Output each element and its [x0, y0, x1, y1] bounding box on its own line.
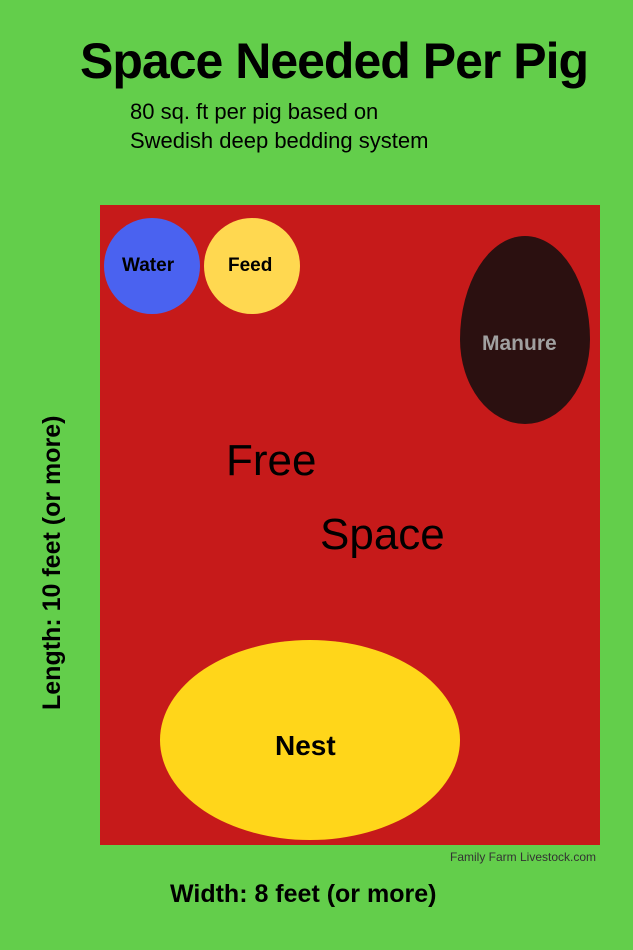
subtitle-line-1: 80 sq. ft per pig based on — [130, 98, 428, 127]
free-space-label-2: Space — [320, 510, 445, 560]
subtitle-line-2: Swedish deep bedding system — [130, 127, 428, 156]
page-title: Space Needed Per Pig — [80, 32, 588, 90]
feed-label: Feed — [228, 255, 272, 277]
width-dimension-label: Width: 8 feet (or more) — [170, 880, 436, 909]
nest-label: Nest — [275, 730, 336, 762]
manure-label: Manure — [482, 332, 557, 356]
attribution-text: Family Farm Livestock.com — [450, 850, 596, 864]
infographic-canvas: Space Needed Per Pig 80 sq. ft per pig b… — [0, 0, 633, 950]
water-label: Water — [122, 255, 174, 277]
length-dimension-label: Length: 10 feet (or more) — [38, 416, 67, 710]
subtitle: 80 sq. ft per pig based on Swedish deep … — [130, 98, 428, 155]
free-space-label-1: Free — [226, 436, 316, 486]
